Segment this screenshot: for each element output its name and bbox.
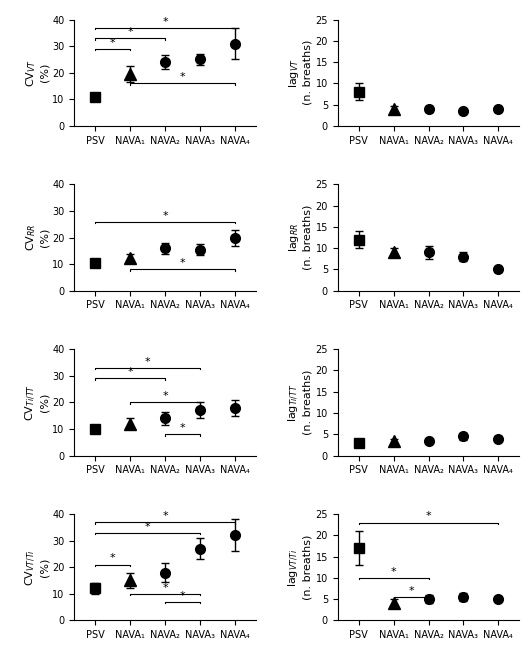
Text: *: * bbox=[391, 567, 396, 577]
Text: *: * bbox=[127, 27, 133, 37]
Text: *: * bbox=[110, 554, 116, 564]
Y-axis label: CV$_{VT/Ti}$
(%): CV$_{VT/Ti}$ (%) bbox=[24, 549, 49, 586]
Text: *: * bbox=[127, 368, 133, 377]
Text: *: * bbox=[162, 511, 168, 521]
Y-axis label: lag$_{VT}$
(n. breaths): lag$_{VT}$ (n. breaths) bbox=[287, 40, 313, 105]
Text: *: * bbox=[145, 522, 151, 532]
Y-axis label: lag$_{VT/Ti}$
(n. breaths): lag$_{VT/Ti}$ (n. breaths) bbox=[287, 535, 313, 600]
Text: *: * bbox=[180, 72, 186, 82]
Text: *: * bbox=[110, 38, 116, 48]
Y-axis label: CV$_{VT}$
(%): CV$_{VT}$ (%) bbox=[24, 59, 49, 87]
Y-axis label: CV$_{RR}$
(%): CV$_{RR}$ (%) bbox=[24, 224, 49, 251]
Y-axis label: CV$_{Ti/TT}$
(%): CV$_{Ti/TT}$ (%) bbox=[24, 384, 49, 421]
Text: *: * bbox=[180, 591, 186, 601]
Y-axis label: lag$_{RR}$
(n. breaths): lag$_{RR}$ (n. breaths) bbox=[287, 205, 313, 270]
Text: *: * bbox=[162, 582, 168, 593]
Text: *: * bbox=[408, 586, 414, 596]
Text: *: * bbox=[162, 16, 168, 27]
Y-axis label: lag$_{Ti/TT}$
(n. breaths): lag$_{Ti/TT}$ (n. breaths) bbox=[287, 370, 313, 435]
Text: *: * bbox=[162, 210, 168, 221]
Text: *: * bbox=[426, 511, 431, 522]
Text: *: * bbox=[145, 357, 151, 367]
Text: *: * bbox=[180, 423, 186, 433]
Text: *: * bbox=[162, 391, 168, 402]
Text: *: * bbox=[180, 259, 186, 268]
